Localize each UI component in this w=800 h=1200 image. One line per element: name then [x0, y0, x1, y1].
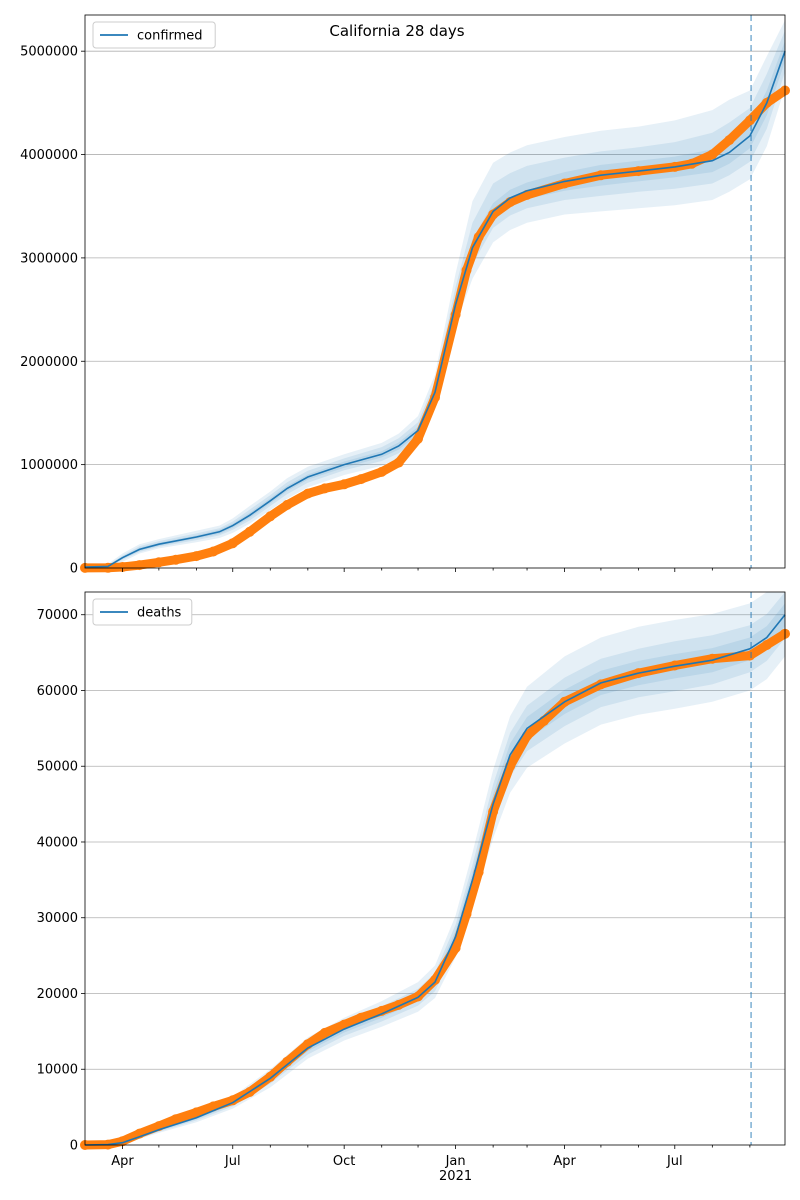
y-tick-label: 2000000: [20, 355, 78, 370]
model-line: [84, 50, 786, 568]
observed-point: [393, 457, 404, 468]
observed-point: [170, 1114, 181, 1125]
y-tick-label: 0: [70, 562, 78, 577]
y-tick-label: 30000: [37, 911, 78, 926]
y-tick-label: 0: [70, 1139, 78, 1154]
confidence-band-outer: [85, 592, 785, 1145]
confidence-band-outer: [85, 20, 785, 568]
legend-box: [92, 598, 193, 626]
observed-point: [522, 730, 532, 741]
observed-point: [413, 433, 423, 444]
observed-point: [461, 909, 472, 919]
legend-label: deaths: [137, 606, 182, 621]
x-tick-label: Jul: [224, 1154, 241, 1169]
observed-point: [153, 557, 164, 568]
observed-point: [319, 1027, 330, 1038]
observed-point: [430, 392, 440, 403]
y-tick-label: 4000000: [20, 148, 78, 163]
observed-point: [761, 640, 772, 650]
observed-point: [302, 488, 313, 499]
observed-point: [707, 149, 718, 160]
panel-deaths: 0 10000 20000 30000 40000 50000 60000 70000 Apr J…: [37, 591, 790, 1184]
x-tick-label: Apr: [111, 1154, 134, 1169]
model-line: [84, 614, 786, 1146]
observed-point: [227, 538, 238, 549]
observed-point: [430, 974, 440, 985]
observed-point: [356, 474, 367, 485]
observed-point: [191, 1107, 202, 1118]
y-tick-label: 50000: [37, 760, 78, 775]
observed-point: [356, 1012, 367, 1023]
y-tick-label: 60000: [37, 684, 78, 699]
observed-point: [170, 554, 181, 565]
y-tick-label: 3000000: [20, 251, 78, 266]
observed-point: [376, 466, 387, 477]
confidence-band-middle: [85, 30, 785, 568]
y-tick-label: 70000: [37, 608, 78, 623]
axes-frame: [84, 14, 786, 569]
observed-point: [319, 483, 330, 494]
y-tick-label: 40000: [37, 835, 78, 850]
observed-point: [282, 1056, 293, 1067]
observed-point: [339, 479, 350, 490]
observed-point: [134, 560, 145, 571]
observed-point: [244, 526, 255, 537]
y-tick-label: 5000000: [20, 45, 78, 60]
panel-confirmed: 0 1000000 2000000 3000000 4000000 5000000 conf…: [20, 14, 790, 577]
observed-point: [724, 135, 735, 146]
observed-point: [339, 1019, 350, 1030]
observed-point: [117, 562, 128, 572]
observed-point: [450, 943, 461, 953]
observed-point: [473, 867, 484, 878]
x-tick-label: Jan: [445, 1154, 466, 1169]
chart-title: California 28 days: [329, 22, 464, 40]
confidence-band-middle: [85, 592, 785, 1145]
axes-frame: [84, 591, 786, 1146]
observed-point: [208, 546, 219, 557]
observed-point: [744, 115, 755, 126]
observed-series: [80, 629, 790, 1150]
observed-point: [191, 551, 202, 562]
x-tick-label: Apr: [553, 1154, 576, 1169]
legend-box: [92, 21, 216, 49]
x-tick-label: Jul: [666, 1154, 683, 1169]
y-tick-label: 1000000: [20, 458, 78, 473]
x-tick-label: Oct: [333, 1154, 355, 1169]
observed-point: [265, 511, 276, 522]
observed-point: [744, 650, 755, 661]
x-tick-label: 2021: [439, 1169, 472, 1184]
y-tick-label: 10000: [37, 1063, 78, 1078]
observed-series: [80, 86, 790, 573]
legend-label: confirmed: [137, 29, 203, 44]
observed-point: [282, 499, 293, 510]
y-tick-label: 20000: [37, 987, 78, 1002]
